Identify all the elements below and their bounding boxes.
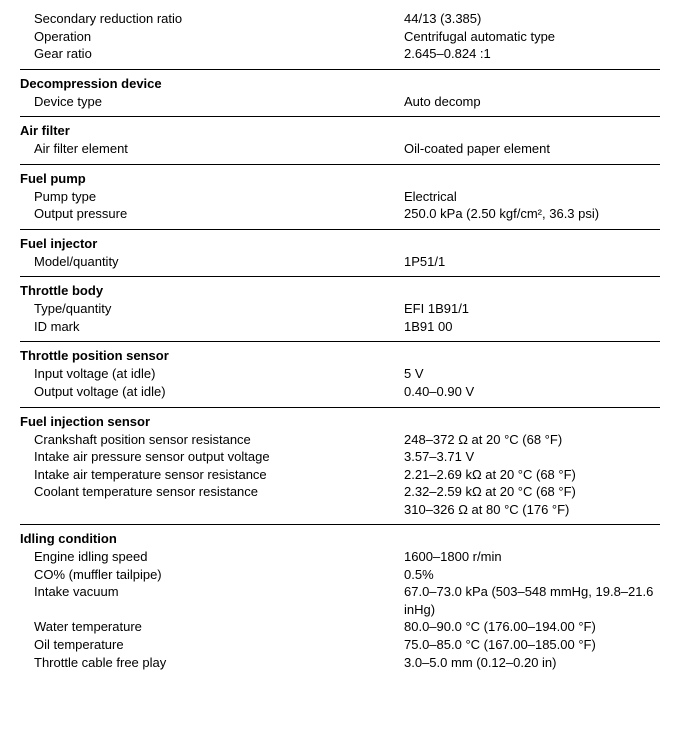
spec-row: Device typeAuto decomp <box>20 93 660 111</box>
spec-section: Throttle position sensor Input voltage (a… <box>20 341 660 406</box>
spec-label: Pump type <box>20 188 404 206</box>
spec-label: Engine idling speed <box>20 548 404 566</box>
spec-value: 0.40–0.90 V <box>404 383 660 401</box>
spec-label: Output voltage (at idle) <box>20 383 404 401</box>
spec-row: Crankshaft position sensor resistance248… <box>20 431 660 449</box>
spec-section: Throttle body Type/quantityEFI 1B91/1ID m… <box>20 276 660 341</box>
spec-row: Intake vacuum67.0–73.0 kPa (503–548 mmHg… <box>20 583 660 618</box>
spec-row: Input voltage (at idle)5 V <box>20 365 660 383</box>
spec-label: Intake air temperature sensor resistance <box>20 466 404 484</box>
spec-label: Secondary reduction ratio <box>20 10 404 28</box>
spec-value: 75.0–85.0 °C (167.00–185.00 °F) <box>404 636 660 654</box>
spec-row: Intake air temperature sensor resistance… <box>20 466 660 484</box>
spec-label: Throttle cable free play <box>20 654 404 672</box>
spec-value: 3.57–3.71 V <box>404 448 660 466</box>
spec-label: Crankshaft position sensor resistance <box>20 431 404 449</box>
spec-row: Model/quantity1P51/1 <box>20 253 660 271</box>
spec-section: Secondary reduction ratio44/13 (3.385)Op… <box>20 10 660 69</box>
spec-value: 250.0 kPa (2.50 kgf/cm², 36.3 psi) <box>404 205 660 223</box>
spec-value: 310–326 Ω at 80 °C (176 °F) <box>404 501 660 519</box>
spec-row: Output pressure250.0 kPa (2.50 kgf/cm², … <box>20 205 660 223</box>
section-title: Air filter <box>20 123 660 138</box>
spec-row: Intake air pressure sensor output voltag… <box>20 448 660 466</box>
spec-section: Fuel injector Model/quantity1P51/1 <box>20 229 660 277</box>
spec-row: OperationCentrifugal automatic type <box>20 28 660 46</box>
spec-row: Output voltage (at idle)0.40–0.90 V <box>20 383 660 401</box>
spec-label: CO% (muffler tailpipe) <box>20 566 404 584</box>
spec-label: Device type <box>20 93 404 111</box>
section-title: Decompression device <box>20 76 660 91</box>
spec-value: 1P51/1 <box>404 253 660 271</box>
spec-table: Secondary reduction ratio44/13 (3.385)Op… <box>20 10 660 677</box>
spec-section: Decompression device Device typeAuto deco… <box>20 69 660 117</box>
spec-value: 44/13 (3.385) <box>404 10 660 28</box>
spec-row: Gear ratio2.645–0.824 :1 <box>20 45 660 63</box>
spec-label: Input voltage (at idle) <box>20 365 404 383</box>
section-title: Fuel injection sensor <box>20 414 660 429</box>
spec-label: ID mark <box>20 318 404 336</box>
spec-value: Electrical <box>404 188 660 206</box>
spec-row: Throttle cable free play3.0–5.0 mm (0.12… <box>20 654 660 672</box>
spec-value: 2.645–0.824 :1 <box>404 45 660 63</box>
spec-label: Intake air pressure sensor output voltag… <box>20 448 404 466</box>
spec-value: 1600–1800 r/min <box>404 548 660 566</box>
spec-row: ID mark1B91 00 <box>20 318 660 336</box>
spec-value: 67.0–73.0 kPa (503–548 mmHg, 19.8–21.6 i… <box>404 583 660 618</box>
spec-label: Type/quantity <box>20 300 404 318</box>
spec-value: Centrifugal automatic type <box>404 28 660 46</box>
spec-row: Pump typeElectrical <box>20 188 660 206</box>
spec-value: EFI 1B91/1 <box>404 300 660 318</box>
spec-value: 80.0–90.0 °C (176.00–194.00 °F) <box>404 618 660 636</box>
spec-row: Engine idling speed1600–1800 r/min <box>20 548 660 566</box>
spec-label: Intake vacuum <box>20 583 404 618</box>
spec-value: 0.5% <box>404 566 660 584</box>
spec-section: Fuel injection sensor Crankshaft position… <box>20 407 660 525</box>
spec-row: Air filter elementOil-coated paper eleme… <box>20 140 660 158</box>
spec-value: 5 V <box>404 365 660 383</box>
section-title: Fuel injector <box>20 236 660 251</box>
spec-value: 2.32–2.59 kΩ at 20 °C (68 °F) <box>404 483 660 501</box>
spec-row: Water temperature80.0–90.0 °C (176.00–19… <box>20 618 660 636</box>
spec-section: Fuel pump Pump typeElectricalOutput press… <box>20 164 660 229</box>
spec-label: Coolant temperature sensor resistance <box>20 483 404 501</box>
spec-label: Air filter element <box>20 140 404 158</box>
spec-row: 310–326 Ω at 80 °C (176 °F) <box>20 501 660 519</box>
spec-row: Oil temperature75.0–85.0 °C (167.00–185.… <box>20 636 660 654</box>
spec-label: Water temperature <box>20 618 404 636</box>
spec-label: Output pressure <box>20 205 404 223</box>
spec-section: Air filter Air filter elementOil-coated p… <box>20 116 660 164</box>
spec-label <box>20 501 404 519</box>
spec-label: Operation <box>20 28 404 46</box>
section-title: Fuel pump <box>20 171 660 186</box>
section-title: Idling condition <box>20 531 660 546</box>
spec-row: Secondary reduction ratio44/13 (3.385) <box>20 10 660 28</box>
spec-label: Oil temperature <box>20 636 404 654</box>
spec-value: 2.21–2.69 kΩ at 20 °C (68 °F) <box>404 466 660 484</box>
spec-value: 3.0–5.0 mm (0.12–0.20 in) <box>404 654 660 672</box>
spec-section: Idling condition Engine idling speed1600–… <box>20 524 660 677</box>
spec-value: Auto decomp <box>404 93 660 111</box>
spec-value: Oil-coated paper element <box>404 140 660 158</box>
spec-value: 1B91 00 <box>404 318 660 336</box>
section-title: Throttle body <box>20 283 660 298</box>
section-title: Throttle position sensor <box>20 348 660 363</box>
spec-row: CO% (muffler tailpipe)0.5% <box>20 566 660 584</box>
spec-value: 248–372 Ω at 20 °C (68 °F) <box>404 431 660 449</box>
spec-row: Coolant temperature sensor resistance2.3… <box>20 483 660 501</box>
spec-row: Type/quantityEFI 1B91/1 <box>20 300 660 318</box>
spec-label: Model/quantity <box>20 253 404 271</box>
spec-label: Gear ratio <box>20 45 404 63</box>
